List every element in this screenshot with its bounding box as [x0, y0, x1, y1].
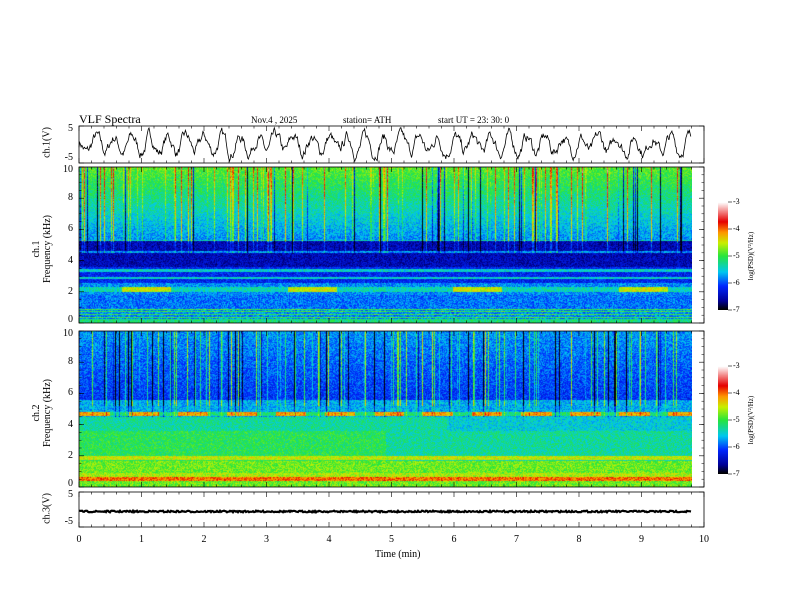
ch1-spectrogram-image — [79, 167, 692, 323]
colorbar-tick-label: -7 — [733, 305, 740, 314]
x-tick-label: 1 — [139, 534, 144, 545]
colorbar-tick-label: -3 — [733, 361, 740, 370]
ch2-spectrogram-image — [79, 331, 692, 487]
colorbar-tick-label: -6 — [733, 442, 740, 451]
colorbar-tick-label: -5 — [733, 415, 740, 424]
colorbar-tick-label: -3 — [733, 197, 740, 206]
y-tick-label: 6 — [68, 387, 73, 399]
panel-frame-1 — [78, 166, 705, 324]
x-tick-label: 4 — [326, 534, 332, 545]
start-time-label: start UT = 23: 30: 0 — [438, 115, 510, 125]
x-tick-label: 6 — [451, 534, 457, 545]
colorbar-tick-label: -5 — [733, 251, 740, 260]
ch2-colorbar — [718, 366, 728, 474]
station-label: station= ATH — [343, 115, 392, 125]
ch1-colorbar — [718, 202, 728, 310]
y-tick-label: -5 — [64, 152, 73, 163]
panel-frame-2 — [78, 330, 705, 488]
x-tick-label: 3 — [264, 534, 269, 545]
x-axis-label: Time (min) — [375, 549, 421, 560]
colorbar-tick-label: -4 — [733, 224, 740, 233]
panel-frame-3 — [78, 491, 705, 528]
ch1-colorbar-label: log(PSD)(V²/Hz) — [747, 231, 755, 281]
ch1-spec-ylabel: ch.1 Frequency (kHz) — [31, 214, 53, 284]
x-tick-label: 0 — [76, 534, 82, 545]
colorbar-tick-label: -4 — [733, 388, 740, 397]
x-tick-label: 2 — [201, 534, 207, 545]
x-tick-label: 10 — [699, 534, 709, 545]
y-tick-label: 10 — [63, 328, 73, 339]
x-tick-label: 7 — [514, 534, 519, 545]
x-tick-label: 5 — [389, 534, 394, 545]
ch2-spec-ylabel: ch.2 Frequency (kHz) — [31, 378, 53, 448]
y-tick-label: 8 — [68, 356, 73, 368]
y-tick-label: 4 — [68, 418, 73, 430]
ch3-waveform-line — [78, 508, 692, 515]
y-tick-label: 10 — [63, 164, 73, 175]
y-tick-label: 0 — [68, 314, 73, 325]
panel-frame-0 — [78, 125, 705, 164]
y-tick-label: 5 — [68, 123, 73, 134]
figure-title: VLF Spectra — [79, 112, 141, 126]
y-tick-label: 6 — [68, 223, 73, 235]
ch1-ylabel: ch.1(V) — [41, 127, 53, 158]
ch3-ylabel: ch.3(V) — [41, 493, 53, 524]
colorbar-tick-label: -6 — [733, 278, 740, 287]
x-tick-label: 9 — [639, 534, 644, 545]
y-tick-label: 0 — [68, 478, 73, 489]
y-tick-label: -5 — [64, 516, 73, 527]
date-label: Nov.4 , 2025 — [251, 115, 298, 125]
colorbar-tick-label: -7 — [733, 469, 740, 478]
x-tick-label: 8 — [576, 534, 582, 545]
y-tick-label: 8 — [68, 192, 73, 204]
ch1-waveform-line — [78, 126, 692, 163]
y-tick-label: 4 — [68, 254, 73, 266]
ch2-colorbar-label: log(PSD)(V²/Hz) — [747, 395, 755, 445]
y-tick-label: 2 — [68, 449, 73, 461]
y-tick-label: 5 — [68, 489, 73, 500]
y-tick-label: 2 — [68, 285, 73, 297]
